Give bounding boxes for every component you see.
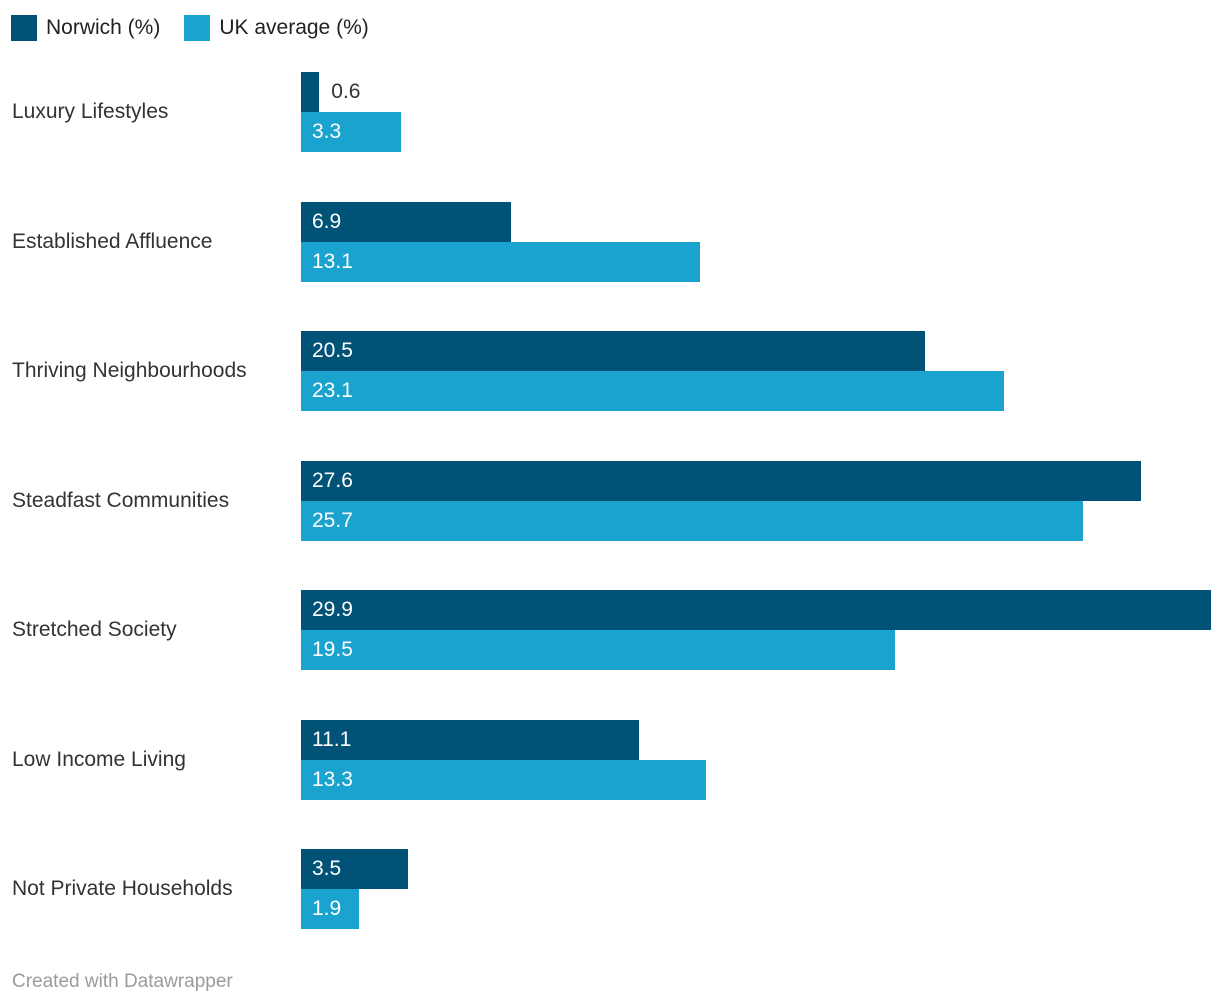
category-label: Low Income Living	[12, 747, 186, 771]
norwich-bar: 6.9	[301, 201, 511, 242]
chart-rows: Luxury Lifestyles 0.6 3.3 Established Afflu…	[0, 72, 1220, 929]
legend-label-uk-average: UK average (%)	[219, 16, 369, 39]
category-label: Steadfast Communities	[12, 488, 230, 512]
chart-row: Thriving Neighbourhoods 20.5 23.1	[0, 331, 1220, 411]
chart-row: Established Affluence 6.9 13.1	[0, 201, 1220, 282]
bar-value-label: 6.9	[312, 209, 342, 233]
uk-average-bar: 25.7	[301, 500, 1084, 541]
bar-group: 20.5 23.1	[301, 331, 1211, 411]
category-label: Not Private Households	[12, 877, 233, 900]
category-label: Luxury Lifestyles	[12, 100, 169, 123]
category-label: Thriving Neighbourhoods	[12, 359, 247, 382]
uk-average-swatch-icon	[184, 14, 211, 41]
bar-value-label: 3.5	[312, 857, 342, 880]
legend: Norwich (%) UK average (%)	[11, 14, 1220, 41]
bar-value-label: 1.9	[312, 897, 342, 920]
bar-value-label: 13.1	[312, 249, 353, 273]
uk-average-bar: 13.1	[301, 241, 700, 282]
bar-value-label: 20.5	[312, 339, 353, 362]
norwich-bar: 11.1	[301, 719, 639, 760]
uk-average-bar: 23.1	[301, 371, 1004, 411]
chart-row: Luxury Lifestyles 0.6 3.3	[0, 72, 1220, 152]
bar-group: 11.1 13.3	[301, 719, 1211, 800]
bar-value-label: 3.3	[312, 120, 342, 143]
chart-row: Steadfast Communities 27.6 25.7	[0, 460, 1220, 541]
legend-item-norwich: Norwich (%)	[11, 14, 160, 41]
bar-value-label: 13.3	[312, 767, 353, 791]
bar-value-label: 11.1	[312, 727, 352, 751]
bar-group: 29.9 19.5	[301, 590, 1211, 670]
uk-average-bar: 19.5	[301, 630, 895, 670]
bar-value-label: 23.1	[312, 379, 353, 402]
uk-average-bar: 13.3	[301, 759, 706, 800]
bar-group: 0.6 3.3	[301, 72, 1211, 152]
norwich-swatch-icon	[11, 14, 37, 41]
bar-group: 6.9 13.1	[301, 201, 1211, 282]
norwich-bar: 29.9	[301, 590, 1211, 630]
chart-row: Stretched Society 29.9 19.5	[0, 590, 1220, 670]
datawrapper-credit-link[interactable]: Created with Datawrapper	[12, 971, 233, 992]
bar-group: 27.6 25.7	[301, 460, 1211, 541]
legend-item-uk-average: UK average (%)	[184, 14, 369, 41]
norwich-bar: 3.5	[301, 849, 408, 889]
uk-average-bar: 1.9	[301, 889, 359, 929]
bar-value-label: 19.5	[312, 638, 353, 661]
norwich-bar: 27.6	[301, 460, 1141, 501]
norwich-bar: 0.6	[301, 72, 361, 112]
category-label: Stretched Society	[12, 618, 177, 641]
norwich-bar: 20.5	[301, 331, 925, 371]
bar-value-label: 0.6	[331, 80, 361, 103]
chart-row: Low Income Living 11.1 13.3	[0, 719, 1220, 800]
bar-value-label: 25.7	[312, 508, 353, 532]
chart-row: Not Private Households 3.5 1.9	[0, 849, 1220, 929]
bar-value-label: 27.6	[312, 468, 353, 492]
category-label: Established Affluence	[12, 229, 213, 253]
uk-average-bar: 3.3	[301, 112, 402, 152]
legend-label-norwich: Norwich (%)	[46, 16, 161, 39]
bar-value-label: 29.9	[312, 598, 353, 621]
bar-group: 3.5 1.9	[301, 849, 1211, 929]
